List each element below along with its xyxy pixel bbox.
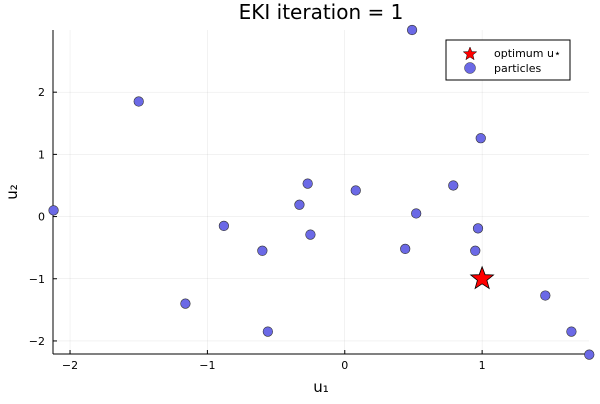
y-axis-label: u₂ (3, 184, 21, 200)
y-tick-label: −1 (29, 273, 45, 286)
y-tick-label: 2 (38, 86, 45, 99)
particle-point (133, 96, 144, 107)
y-tick-label: 1 (38, 148, 45, 161)
particle-point (257, 245, 268, 256)
legend-circle-marker (464, 62, 476, 74)
particle-point (475, 133, 486, 144)
x-axis-label: u₁ (313, 378, 329, 396)
x-tick-label: −1 (199, 359, 215, 372)
legend-label-optimum: optimum u⋆ (494, 47, 561, 60)
particle-point (406, 24, 418, 36)
optimum-star-point (469, 265, 495, 290)
y-tick-label: −2 (29, 335, 45, 348)
particle-point (448, 180, 459, 191)
particle-point (48, 205, 59, 216)
x-tick-label: 0 (341, 359, 348, 372)
particle-point (302, 178, 313, 189)
particle-point (262, 326, 273, 337)
x-tick-label: 1 (479, 359, 486, 372)
legend: optimum u⋆ particles (445, 39, 571, 81)
particle-point (584, 349, 595, 360)
legend-label-particles: particles (494, 62, 541, 75)
particle-point (540, 290, 551, 301)
particle-point (218, 220, 229, 231)
particle-point (294, 199, 305, 210)
x-tick-label: −2 (62, 359, 78, 372)
particle-point (470, 245, 481, 256)
particle-point (411, 208, 422, 219)
chart-title: EKI iteration = 1 (239, 0, 404, 24)
particle-point (180, 298, 191, 309)
legend-star-marker (462, 46, 478, 61)
particle-point (350, 185, 361, 196)
particle-point (305, 229, 316, 240)
particle-point (400, 243, 411, 255)
particle-point (566, 326, 577, 337)
y-tick-label: 0 (38, 211, 45, 224)
particle-point (472, 223, 484, 234)
